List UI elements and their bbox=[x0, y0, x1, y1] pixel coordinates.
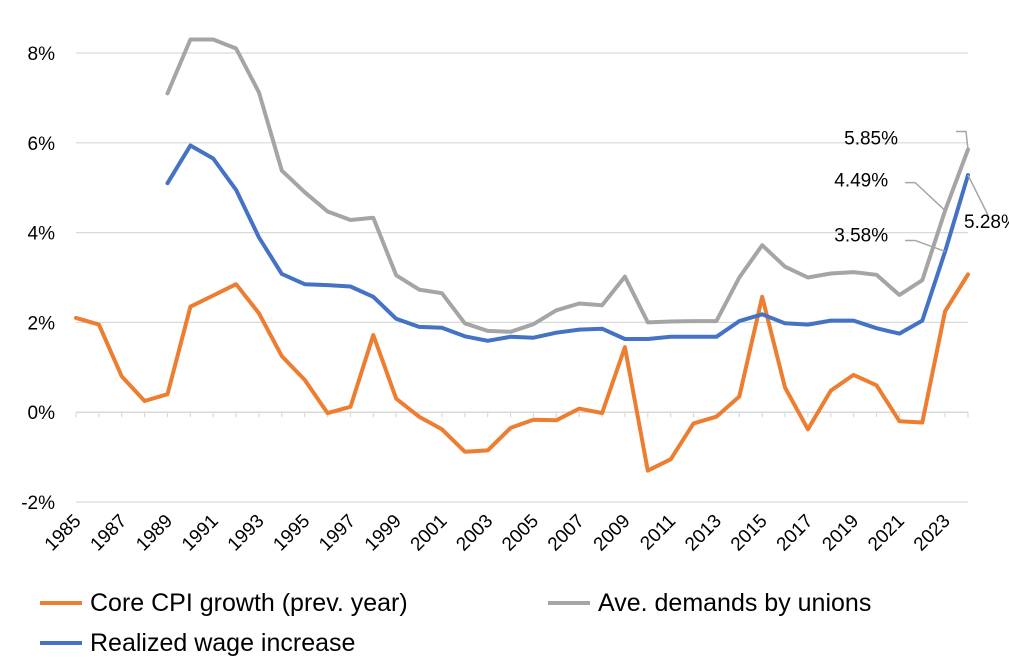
x-tick-label: 1989 bbox=[132, 511, 177, 556]
y-tick-label: -2% bbox=[21, 493, 55, 514]
gridlines bbox=[76, 52, 968, 503]
series-line-0 bbox=[74, 272, 970, 473]
series-line-2 bbox=[165, 143, 970, 343]
x-tick-label: 2001 bbox=[407, 511, 452, 556]
x-tick-label: 2005 bbox=[498, 511, 543, 556]
x-tick-label: 1985 bbox=[41, 511, 86, 556]
legend-label-union-demands: Ave. demands by unions bbox=[598, 588, 872, 617]
annotation-label: 5.85% bbox=[844, 129, 898, 150]
x-tick-label: 2009 bbox=[590, 511, 635, 556]
legend-item-union-demands: Ave. demands by unions bbox=[548, 586, 871, 620]
annotation-leader bbox=[905, 239, 946, 253]
annotation-label: 3.58% bbox=[834, 225, 888, 246]
y-tick-label: 2% bbox=[28, 313, 56, 334]
annotation-label: 5.28% bbox=[964, 212, 1009, 233]
x-axis-ticks: 1985 1987 1989 1991 1993 1995 1997 1999 2001 2003… bbox=[41, 511, 955, 556]
line-chart: -2%0%2%4%6%8% 1985 1987 1989 1991 1993 1995 19… bbox=[21, 37, 1009, 556]
data-annotations: 5.85% 4.49% 3.58% 5.28% bbox=[834, 129, 1009, 253]
x-tick-label: 1995 bbox=[270, 511, 315, 556]
x-tick-label: 2023 bbox=[910, 511, 955, 556]
legend-label-core-cpi: Core CPI growth (prev. year) bbox=[90, 588, 408, 617]
legend-swatch-realized-wage bbox=[40, 641, 82, 645]
y-tick-label: 6% bbox=[28, 134, 56, 155]
x-tick-label: 2013 bbox=[681, 511, 726, 556]
annotation-label: 4.49% bbox=[834, 171, 888, 192]
x-tick-label: 1987 bbox=[87, 511, 132, 556]
x-tick-label: 1993 bbox=[224, 511, 269, 556]
series-lines bbox=[74, 37, 970, 473]
annotation-leader bbox=[905, 181, 946, 212]
legend-swatch-union-demands bbox=[548, 601, 590, 605]
y-tick-label: 8% bbox=[28, 44, 56, 65]
y-axis-ticks: -2% 0% 2% 4% 6% 8% bbox=[21, 44, 55, 514]
x-tick-label: 1999 bbox=[361, 511, 406, 556]
y-tick-label: 0% bbox=[28, 403, 56, 424]
x-tick-label: 2015 bbox=[727, 511, 772, 556]
annotation-leader bbox=[956, 130, 969, 150]
x-tick-label: 2007 bbox=[544, 511, 589, 556]
x-tick-label: 1991 bbox=[178, 511, 223, 556]
legend-swatch-core-cpi bbox=[40, 601, 82, 605]
x-tick-label: 2021 bbox=[864, 511, 909, 556]
legend: Core CPI growth (prev. year) Ave. demand… bbox=[40, 586, 980, 662]
x-tick-label: 2019 bbox=[818, 511, 863, 556]
legend-label-realized-wage: Realized wage increase bbox=[90, 628, 356, 657]
x-tick-label: 1997 bbox=[315, 511, 360, 556]
x-tick-label: 2017 bbox=[773, 511, 818, 556]
series-line-1 bbox=[165, 37, 970, 334]
legend-item-realized-wage: Realized wage increase bbox=[40, 626, 355, 660]
annotation-leader bbox=[967, 174, 989, 216]
x-tick-label: 2003 bbox=[452, 511, 497, 556]
legend-item-core-cpi: Core CPI growth (prev. year) bbox=[40, 586, 408, 620]
x-axis bbox=[75, 411, 969, 418]
y-tick-label: 4% bbox=[28, 224, 56, 245]
x-tick-label: 2011 bbox=[636, 511, 680, 555]
